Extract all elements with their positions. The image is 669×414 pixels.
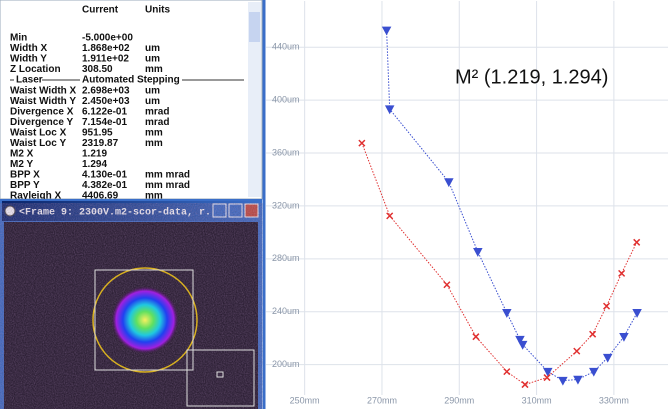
section-label: Automated Stepping (82, 75, 180, 86)
row-value: 308.50 (82, 64, 113, 75)
y-tick-label: 280um (272, 253, 300, 263)
column-header: Current (82, 5, 119, 16)
frame-window: <Frame 9: 2300V.m2-scor-data, r... (0, 199, 262, 409)
minimize-button[interactable] (213, 204, 226, 217)
row-value: 6.122e-01 (82, 107, 127, 118)
close-button[interactable] (245, 204, 258, 217)
row-unit: mm (145, 128, 163, 139)
y-tick-label: 400um (272, 95, 300, 105)
x-tick-label: 270mm (367, 395, 397, 405)
row-value: 2.698e+03 (82, 86, 130, 97)
beam-spot (111, 286, 179, 354)
scroll-thumb[interactable] (249, 12, 260, 42)
row-value: 2.450e+03 (82, 96, 130, 107)
annotation: M² (1.219, 1.294) (455, 66, 608, 88)
row-value: 1.294 (82, 159, 107, 170)
row-label: M2 Y (10, 159, 33, 170)
row-unit: mm (145, 138, 163, 149)
column-header: Units (145, 5, 170, 16)
window-icon (5, 206, 15, 216)
row-label: Width Y (10, 54, 47, 65)
row-value: 7.154e-01 (82, 117, 127, 128)
row-unit: mrad (145, 107, 169, 118)
chart-bg (264, 0, 669, 409)
x-tick-label: 330mm (599, 395, 629, 405)
y-tick-label: 240um (272, 306, 300, 316)
x-tick-label: 310mm (522, 395, 552, 405)
row-value: -5.000e+00 (82, 33, 133, 44)
row-value: 1.219 (82, 149, 107, 160)
x-tick-label: 250mm (290, 395, 320, 405)
row-label: BPP Y (10, 180, 40, 191)
row-unit: mm mrad (145, 180, 190, 191)
row-value: 951.95 (82, 128, 113, 139)
section-label: Laser (16, 75, 43, 86)
y-tick-label: 360um (272, 147, 300, 157)
row-value: 4.130e-01 (82, 170, 127, 181)
row-label: Z Location (10, 64, 61, 75)
row-unit: um (145, 86, 160, 97)
row-unit: um (145, 96, 160, 107)
row-unit: mm mrad (145, 170, 190, 181)
row-label: Width X (10, 43, 47, 54)
y-tick-label: 440um (272, 42, 300, 52)
row-label: Waist Width Y (10, 96, 76, 107)
row-unit: mm (145, 64, 163, 75)
row-label: M2 X (10, 149, 34, 160)
row-unit: um (145, 54, 160, 65)
row-label: BPP X (10, 170, 40, 181)
row-value: 2319.87 (82, 138, 119, 149)
y-tick-label: 320um (272, 200, 300, 210)
x-tick-label: 290mm (444, 395, 474, 405)
row-value: 1.868e+02 (82, 43, 130, 54)
row-label: Divergence X (10, 107, 74, 118)
screen: Current Units Laser Automated Stepping M… (0, 0, 669, 409)
row-label: Waist Loc X (10, 128, 67, 139)
results-table: Current Units Laser Automated Stepping M… (0, 0, 262, 202)
row-value: 1.911e+02 (82, 54, 129, 65)
row-label: Waist Loc Y (10, 138, 66, 149)
maximize-button[interactable] (229, 204, 242, 217)
y-tick-label: 200um (272, 359, 300, 369)
row-unit: mrad (145, 117, 169, 128)
row-value: 4.382e-01 (82, 180, 127, 191)
window-title: <Frame 9: 2300V.m2-scor-data, r... (19, 207, 223, 219)
row-label: Waist Width X (10, 86, 77, 97)
row-unit: um (145, 43, 160, 54)
row-label: Min (10, 33, 27, 44)
row-label: Divergence Y (10, 117, 74, 128)
